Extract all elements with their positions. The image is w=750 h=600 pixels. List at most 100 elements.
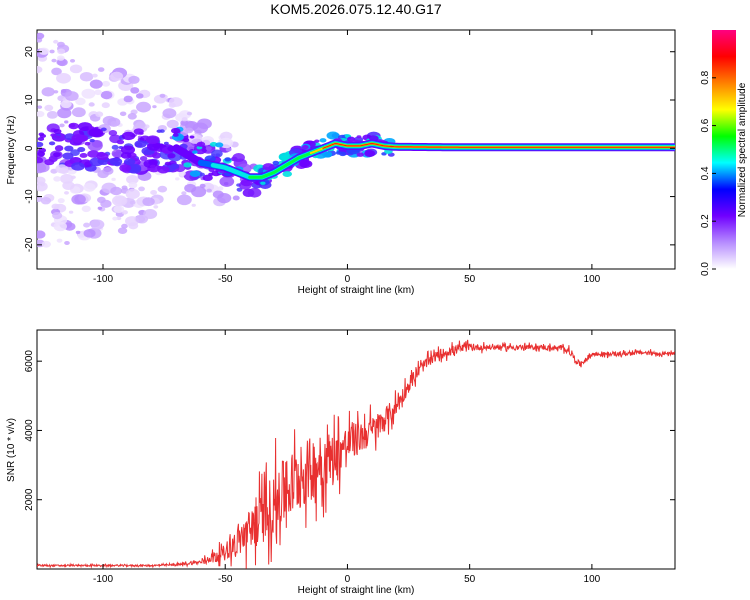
spectrogram-blob (51, 203, 60, 210)
spectrogram-blob (181, 117, 188, 122)
spectrogram-blob (119, 111, 127, 117)
spectrogram-blob (212, 190, 224, 199)
x-tick-label: 0 (345, 574, 351, 585)
spectrogram-core-blob (87, 150, 100, 158)
spectrogram-blob (64, 120, 69, 124)
spectrogram-core-blob (84, 141, 91, 146)
spectrogram-blob (59, 173, 74, 184)
spectrogram-core-blob (149, 164, 156, 169)
spectrogram-blob (142, 197, 155, 207)
spectrogram-core-blob (164, 161, 172, 166)
spectrogram-blob (117, 227, 128, 235)
spectrogram-blob (138, 186, 145, 192)
spectrogram-blob (96, 196, 106, 204)
spectrogram-core-blob (89, 138, 95, 143)
spectrogram-core-blob (120, 145, 136, 155)
spectrogram-blob (112, 216, 118, 221)
figure-title: KOM5.2026.075.12.40.G17 (270, 1, 441, 17)
spectrogram-blob (52, 211, 63, 220)
spectrogram-blob (81, 205, 91, 213)
spectrogram-core-blob (326, 131, 340, 140)
spectrogram-blob (175, 177, 180, 181)
spectrogram-blob (176, 194, 192, 206)
spectrogram-blob (126, 175, 139, 185)
x-tick-label: 100 (584, 574, 601, 585)
spectrogram-blob (55, 164, 69, 174)
spectrogram-core-blob (215, 142, 224, 148)
spectrogram-blob (121, 223, 128, 229)
spectrogram-blob (135, 214, 148, 224)
spectrogram-blob (205, 146, 212, 151)
x-tick-label: -50 (218, 274, 233, 285)
spectrogram-blob (129, 200, 136, 205)
spectrogram-blob (150, 190, 158, 195)
colorbar-tick-label: 0.6 (700, 118, 711, 132)
spectrogram-blob (178, 170, 186, 177)
spectrogram-core-blob (156, 129, 163, 133)
spectrogram-core-blob (192, 150, 198, 154)
spectrogram-blob (135, 93, 144, 99)
snr-x-ticks: -100 -50 0 50 100 (93, 330, 601, 585)
spectrogram-blob (92, 73, 98, 78)
x-tick-label: -50 (218, 574, 233, 585)
spectrogram-blob (186, 111, 193, 116)
spectrogram-core-blob (62, 152, 74, 160)
spectrogram-blob (40, 197, 52, 205)
spectrogram-core-blob (53, 128, 62, 134)
spectrogram-y-label: Frequency (Hz) (6, 116, 17, 185)
spectrogram-core-blob (260, 181, 266, 185)
spectrogram-core-blob (121, 131, 136, 141)
spectrogram-blob (180, 119, 189, 126)
spectrogram-blob (64, 240, 70, 246)
spectrogram-blob (95, 111, 104, 118)
spectrogram-blob (135, 121, 146, 129)
spectrogram-core-blob (335, 151, 342, 155)
spectrogram-core-blob (119, 164, 132, 172)
colorbar-label: Normalized spectral amplitude (737, 82, 748, 217)
spectrogram-blob (53, 90, 59, 94)
spectrogram-core-blob (79, 153, 88, 158)
spectrogram-blob (37, 162, 47, 174)
x-tick-label: 50 (464, 274, 476, 285)
y-tick-label: 4000 (24, 419, 35, 442)
spectrogram-blob (37, 32, 45, 40)
spectrogram-blob (128, 75, 140, 84)
spectrogram-core-blob (167, 153, 176, 159)
spectrogram-blob (111, 177, 116, 181)
spectrogram-blob (219, 176, 235, 187)
spectrogram-core-blob (55, 135, 60, 139)
spectrogram-core-blob (77, 122, 93, 132)
colorbar-tick-label: 0.8 (700, 70, 711, 84)
spectrogram-blob (110, 186, 123, 196)
spectrogram-blob (69, 64, 83, 74)
spectrogram-blob (184, 183, 197, 193)
spectrogram-blob (136, 101, 152, 113)
spectrogram-blob (64, 191, 69, 195)
spectrogram-blob (69, 58, 76, 63)
spectrogram-blob (70, 175, 76, 180)
spectrogram-blob (152, 105, 157, 109)
spectrogram-core-blob (170, 163, 180, 169)
spectrogram-blob (130, 87, 140, 94)
spectrogram-x-label: Height of straight line (km) (298, 285, 415, 296)
spectrogram-core-blob (39, 134, 47, 138)
spectrogram-core-blob (196, 141, 206, 147)
spectrogram-core-blob (170, 127, 181, 134)
spectrogram-blob (83, 222, 91, 228)
spectrogram-blob (37, 176, 46, 185)
spectrogram-core-blob (44, 158, 55, 166)
spectrogram-core-blob (299, 159, 313, 168)
spectrogram-x-ticks: -100 -50 0 50 100 (93, 30, 601, 285)
spectrogram-blob (37, 66, 43, 74)
spectrogram-blob (111, 149, 124, 158)
spectrogram-blob (71, 107, 86, 118)
spectrogram-core-blob (138, 131, 144, 135)
spectrogram-blob (83, 229, 96, 238)
spectrogram-blob (51, 67, 62, 76)
spectrogram-core-blob (77, 146, 86, 153)
spectrogram-core-blob (116, 139, 125, 145)
spectrogram-core-blob (172, 133, 179, 137)
spectrogram-core-blob (189, 135, 195, 139)
spectrogram-core-blob (134, 140, 147, 148)
